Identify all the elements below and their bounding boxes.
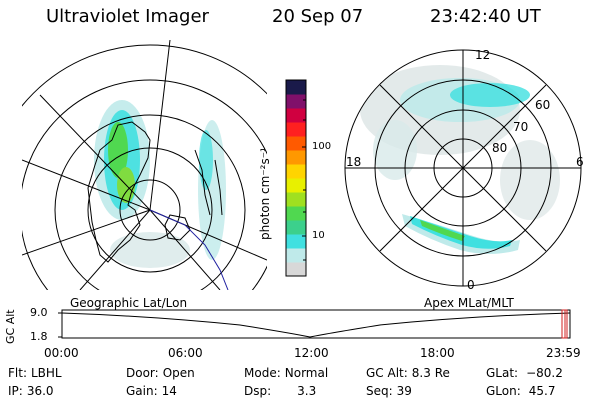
info-glat: GLat: −80.2 — [486, 366, 563, 380]
altitude-curve — [61, 312, 571, 338]
info-mode: Mode: Normal — [244, 366, 329, 380]
mlat-label-70: 70 — [513, 120, 529, 134]
orbit-track — [149, 209, 229, 290]
colorbar-segment — [286, 192, 306, 207]
colorbar-segment — [286, 164, 306, 179]
colorbar-segment — [286, 234, 306, 249]
timeseries-xtick-1200: 12:00 — [294, 346, 329, 360]
mlat-label-80: 80 — [492, 141, 508, 155]
info-seq: Seq: 39 — [366, 384, 412, 398]
colorbar-tick-100: 100 — [312, 141, 332, 152]
timeseries-xtick-0000: 00:00 — [44, 346, 79, 360]
colorbar-segment — [286, 150, 306, 165]
colorbar — [285, 79, 307, 277]
colorbar-segment — [286, 94, 306, 109]
left-aurora-emission — [94, 100, 226, 268]
colorbar-segment — [286, 108, 306, 123]
colorbar-segment — [286, 220, 306, 235]
info-gcalt: GC Alt: 8.3 Re — [366, 366, 450, 380]
altitude-timeseries — [58, 309, 571, 339]
colorbar-segment — [286, 178, 306, 193]
colorbar-segment — [286, 262, 306, 277]
info-dsp: Dsp: 3.3 — [244, 384, 317, 398]
info-gain: Gain: 14 — [126, 384, 177, 398]
mlat-label-60: 60 — [535, 98, 551, 112]
header-time: 23:42:40 UT — [430, 6, 541, 27]
info-flt: Flt: LBHL — [8, 366, 62, 380]
timeseries-xtick-2359: 23:59 — [546, 346, 581, 360]
info-ip: IP: 36.0 — [8, 384, 54, 398]
colorbar-segment — [286, 80, 306, 95]
colorbar-tick-10: 10 — [312, 230, 325, 241]
colorbar-segment — [286, 248, 306, 263]
left-panel-label: Geographic Lat/Lon — [70, 296, 188, 310]
timeseries-ytick-1-8: 1.8 — [30, 330, 48, 343]
mlt-label-6: 6 — [576, 155, 584, 169]
info-door: Door: Open — [126, 366, 195, 380]
coastline — [87, 121, 151, 263]
magnetic-polar-map — [344, 49, 582, 287]
timeseries-xtick-1800: 18:00 — [420, 346, 455, 360]
magnetic-grid — [344, 49, 582, 287]
geographic-map — [22, 40, 267, 290]
header-title: Ultraviolet Imager — [46, 6, 209, 27]
colorbar-unit-label: photon cm⁻²s⁻¹ — [258, 147, 272, 240]
timeseries-ytick-9: 9.0 — [30, 306, 48, 319]
timeseries-ylabel: GC Alt — [4, 309, 17, 344]
info-glon: GLon: 45.7 — [486, 384, 556, 398]
timeseries-xtick-0600: 06:00 — [168, 346, 203, 360]
mlt-label-18: 18 — [346, 155, 362, 169]
colorbar-segment — [286, 136, 306, 151]
header-date: 20 Sep 07 — [272, 6, 364, 27]
colorbar-segment — [286, 206, 306, 221]
right-panel-label: Apex MLat/MLT — [424, 296, 514, 310]
colorbar-segment — [286, 122, 306, 137]
mlt-label-0: 0 — [467, 278, 475, 292]
mlt-label-12: 12 — [475, 48, 491, 62]
